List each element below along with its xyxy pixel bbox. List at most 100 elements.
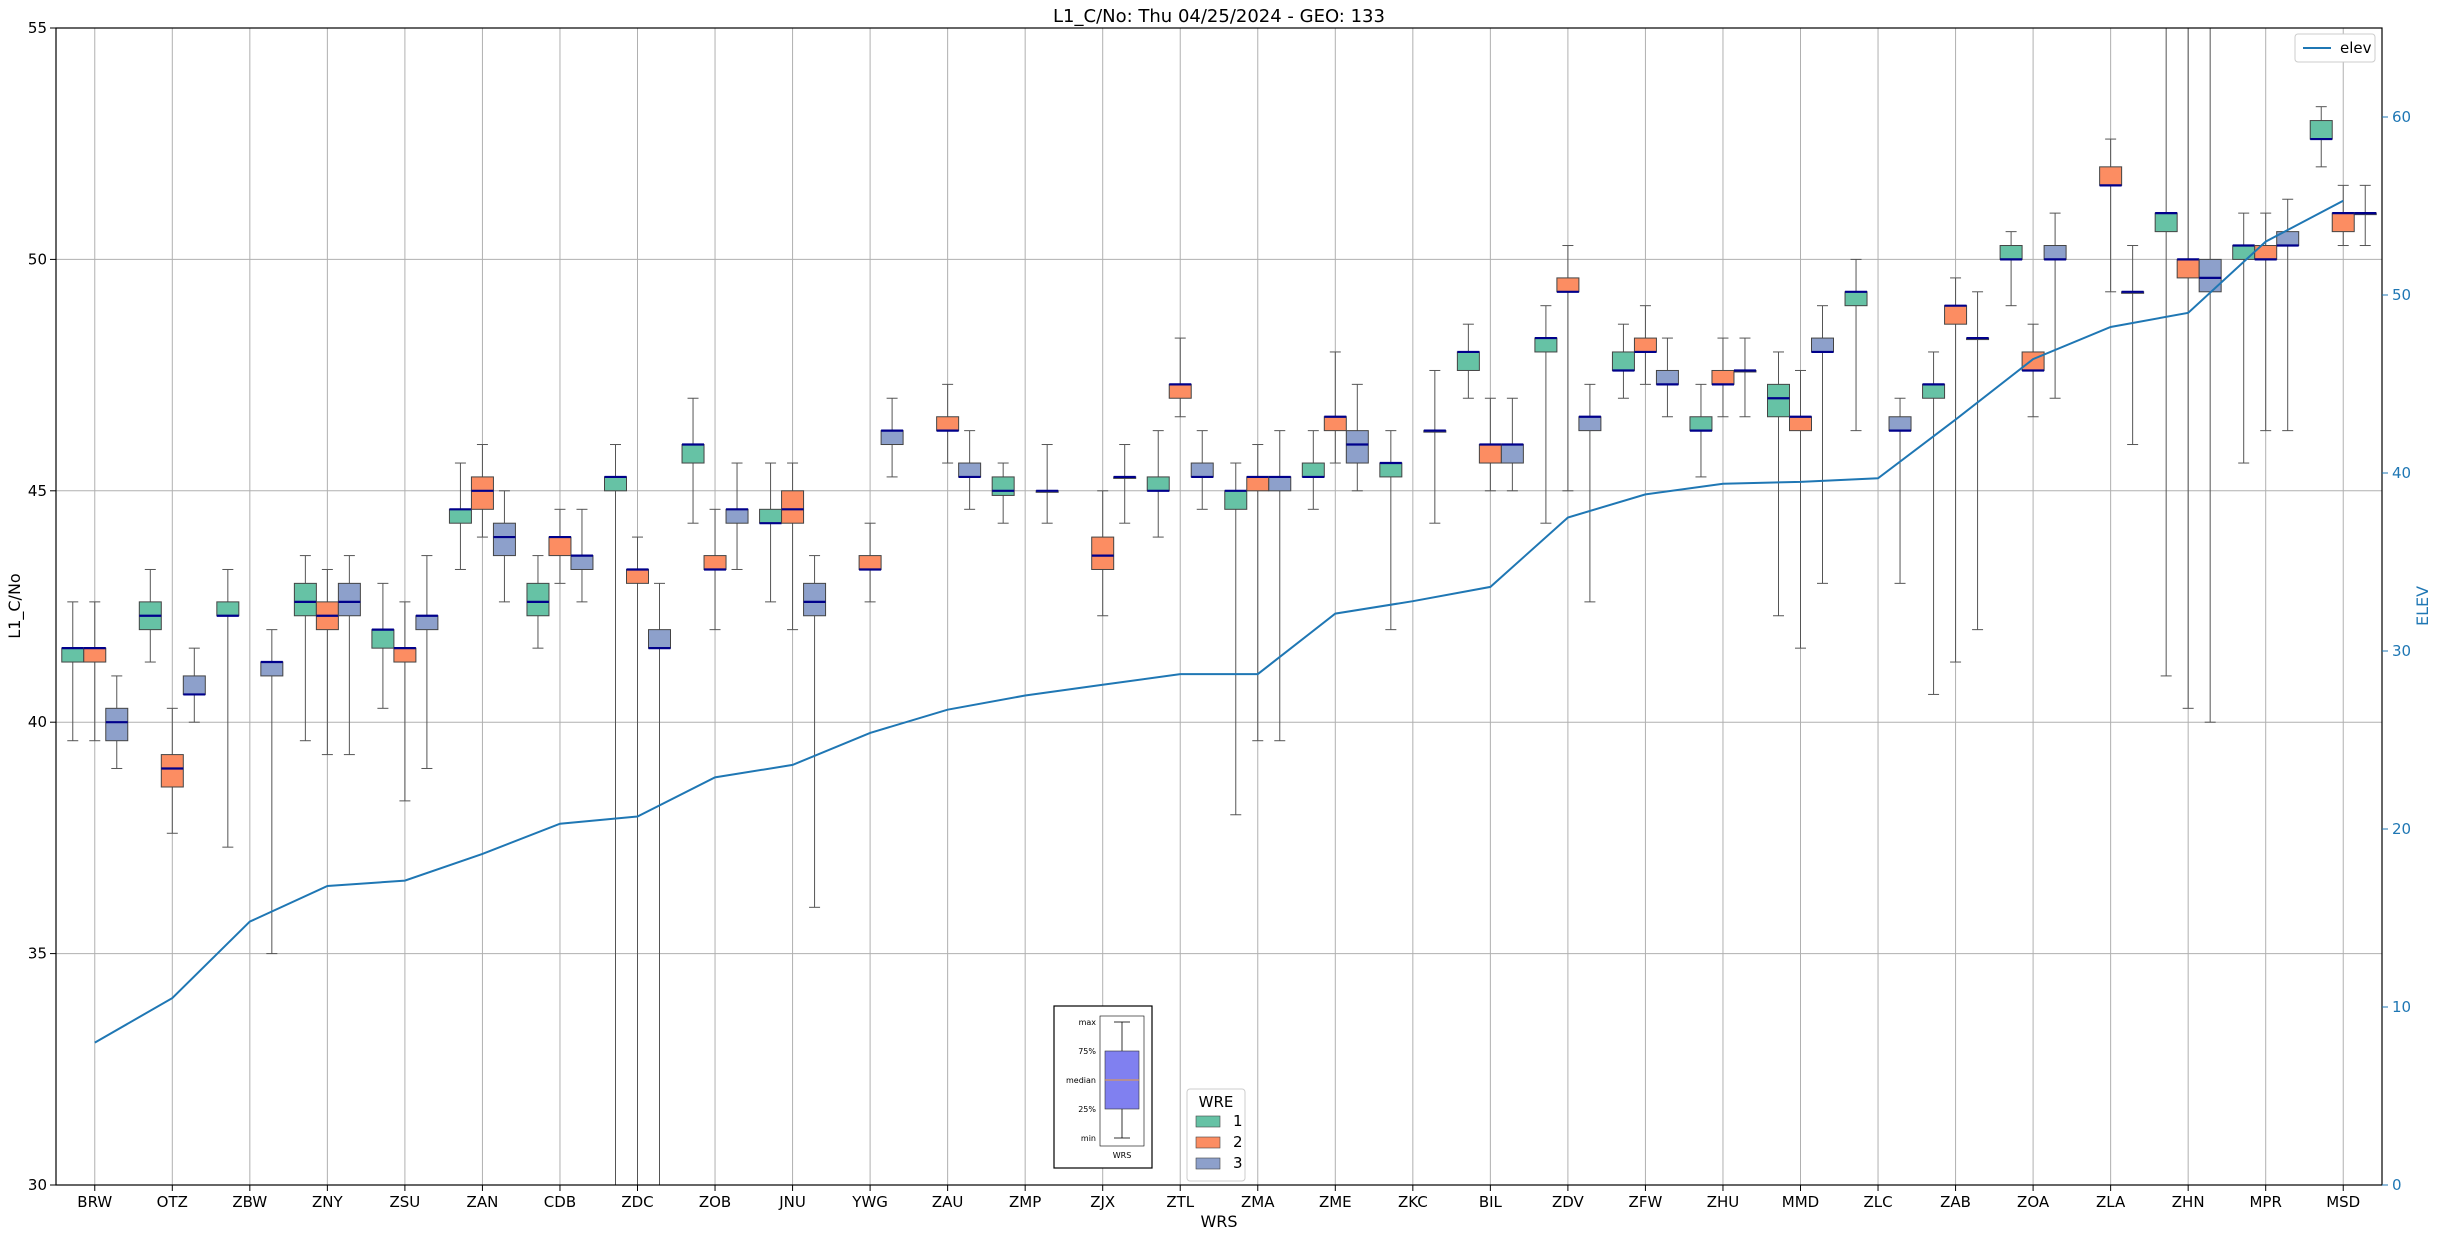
plot-frame	[55, 27, 2383, 1186]
box-iqr	[1655, 369, 1679, 385]
box-iqr	[781, 490, 805, 524]
x-tick-label: ZSU	[390, 1193, 421, 1211]
x-tick-label: ZTL	[1166, 1193, 1194, 1211]
box-ZHN-wre-1	[2154, 28, 2178, 677]
y-tick-label: 50	[28, 250, 47, 268]
x-tick-label: ZAB	[1940, 1193, 1971, 1211]
x-tick-label: ZOB	[699, 1193, 731, 1211]
y-right-tick-label: 60	[2392, 108, 2411, 126]
box-ZNY-wre-3	[337, 555, 361, 756]
box-ZOB-wre-3	[725, 462, 749, 570]
box-iqr	[570, 555, 594, 570]
box-ZOB-wre-1	[681, 397, 705, 524]
box-iqr	[337, 582, 361, 617]
box-ZHU-wre-2	[1711, 337, 1735, 418]
box-iqr	[216, 601, 240, 617]
box-BRW-wre-1	[61, 601, 85, 742]
box-ZLA-wre-3	[2121, 245, 2145, 446]
box-iqr	[880, 430, 904, 446]
y-right-tick-label: 10	[2392, 998, 2411, 1016]
box-ZME-wre-2	[1323, 351, 1347, 464]
box-iqr	[393, 647, 417, 663]
box-ZOA-wre-2	[2021, 323, 2045, 418]
box-BIL-wre-1	[1456, 323, 1480, 399]
box-iqr	[415, 615, 439, 631]
box-iqr	[1633, 337, 1657, 353]
box-iqr	[1811, 337, 1834, 353]
y-tick-label: 45	[28, 482, 47, 500]
box-ZHN-wre-2	[2176, 28, 2200, 709]
x-tick-label: MMD	[1782, 1193, 1819, 1211]
wre-legend-items: 1 2 3	[1195, 1112, 1243, 1172]
box-iqr	[182, 675, 206, 695]
box-iqr	[160, 754, 184, 788]
elev-legend-frame	[2294, 33, 2376, 63]
y-right-tick-label: 50	[2392, 286, 2411, 304]
y-right-tick-label: 40	[2392, 464, 2411, 482]
box-iqr	[1578, 416, 1602, 432]
box-iqr	[725, 508, 749, 524]
box-iqr	[681, 444, 705, 464]
box-MMD-wre-1	[1767, 351, 1790, 617]
box-iqr	[1323, 416, 1347, 432]
box-BRW-wre-3	[105, 675, 129, 769]
x-tick-label: ZDC	[621, 1193, 653, 1211]
box-ZAN-wre-3	[492, 490, 516, 603]
box-iqr	[2043, 245, 2067, 260]
box-legend-inset: max 75% median 25% min WRS	[1053, 1005, 1153, 1169]
box-ZTL-wre-1	[1146, 430, 1170, 538]
box-iqr	[2154, 212, 2178, 233]
y-right-tick-label: 0	[2392, 1176, 2402, 1194]
box-iqr	[1168, 383, 1192, 399]
box-JNU-wre-2	[781, 462, 805, 631]
box-ZFW-wre-3	[1655, 337, 1679, 418]
box-iqr	[1146, 476, 1170, 492]
box-ZAU-wre-3	[958, 430, 982, 510]
y-right-tick-label: 20	[2392, 820, 2411, 838]
box-ZTL-wre-3	[1190, 430, 1214, 510]
box-OTZ-wre-3	[182, 647, 206, 723]
x-tick-label: ZBW	[232, 1193, 267, 1211]
box-BRW-wre-2	[83, 601, 107, 742]
x-tick-label: CDB	[544, 1193, 576, 1211]
inset-label: min	[1081, 1134, 1096, 1143]
y-axis-title: L1_C/No	[5, 573, 25, 638]
box-ZDV-wre-1	[1534, 305, 1558, 524]
box-iqr	[803, 582, 827, 617]
box-JNU-wre-3	[803, 555, 827, 908]
x-tick-label: YWG	[851, 1193, 888, 1211]
box-iqr	[936, 416, 960, 432]
wre-legend-title: WRE	[1199, 1093, 1234, 1111]
box-iqr	[1301, 462, 1325, 478]
x-tick-label: ZME	[1319, 1193, 1352, 1211]
wre-legend-swatch-2	[1195, 1136, 1221, 1149]
x-tick-label: ZHU	[1707, 1193, 1740, 1211]
box-MPR-wre-3	[2276, 198, 2300, 432]
x-tick-label: ZMA	[1241, 1193, 1275, 1211]
box-ZDV-wre-2	[1556, 245, 1580, 492]
box-YWG-wre-3	[880, 397, 904, 478]
inset-axes	[1099, 1015, 1145, 1147]
box-ZAU-wre-2	[936, 383, 960, 464]
x-tick-label: ZOA	[2017, 1193, 2050, 1211]
box-ZBW-wre-1	[216, 568, 240, 848]
box-ZLA-wre-2	[2099, 138, 2123, 293]
box-ZTL-wre-2	[1168, 337, 1192, 418]
box-ZME-wre-3	[1345, 383, 1369, 492]
box-iqr	[2331, 212, 2355, 233]
box-ZMP-wre-3	[1035, 444, 1059, 524]
wre-legend-swatch-1	[1195, 1115, 1221, 1128]
box-ZSU-wre-2	[393, 601, 417, 802]
box-iqr	[492, 522, 516, 557]
box-BIL-wre-3	[1500, 397, 1524, 492]
box-iqr	[1711, 369, 1735, 385]
box-ZDC-wre-3	[648, 582, 671, 1185]
box-ZAN-wre-1	[448, 462, 472, 570]
box-iqr	[1888, 416, 1912, 432]
wre-legend-label-2: 2	[1233, 1133, 1243, 1151]
box-iqr	[2176, 258, 2200, 279]
box-iqr	[2232, 245, 2256, 260]
box-MSD-wre-1	[2309, 106, 2333, 168]
box-CDB-wre-2	[548, 508, 572, 584]
x-tick-label: MSD	[2326, 1193, 2360, 1211]
